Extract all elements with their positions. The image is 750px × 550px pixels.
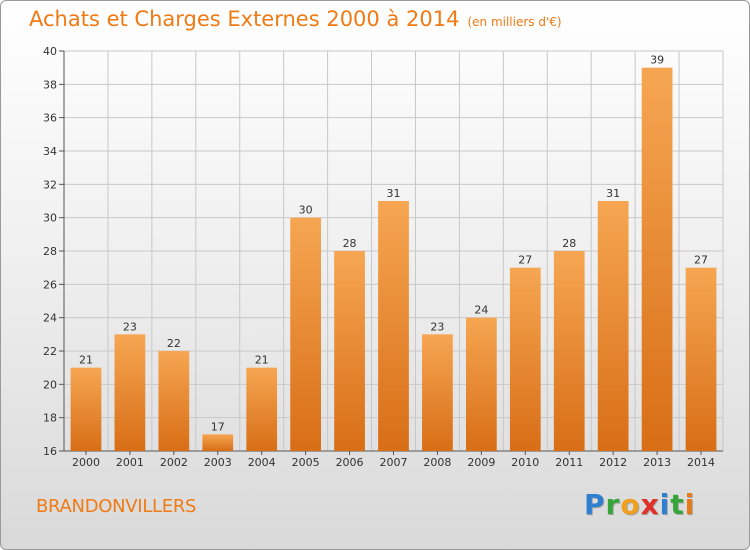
bar-2001 <box>114 334 146 451</box>
value-label: 17 <box>211 420 225 433</box>
value-label: 22 <box>167 337 181 350</box>
x-tick-label: 2003 <box>204 456 232 469</box>
logo-letter: i <box>684 488 696 521</box>
x-tick-label: 2002 <box>160 456 188 469</box>
x-tick-label: 2013 <box>643 456 671 469</box>
logo-letter: o <box>620 488 641 521</box>
x-tick-label: 2005 <box>292 456 320 469</box>
bar-2010 <box>509 267 541 451</box>
bar-2004 <box>246 367 278 451</box>
y-tick-label: 40 <box>43 45 57 58</box>
x-tick-label: 2011 <box>555 456 583 469</box>
y-tick-label: 32 <box>43 178 57 191</box>
place-name: BRANDONVILLERS <box>36 496 197 517</box>
y-tick-label: 22 <box>43 345 57 358</box>
value-label: 21 <box>79 354 93 367</box>
value-label: 21 <box>255 354 269 367</box>
logo-letter: i <box>659 488 671 521</box>
value-label: 31 <box>387 187 401 200</box>
value-label: 28 <box>562 237 576 250</box>
bar-2013 <box>641 67 673 452</box>
y-tick-label: 28 <box>43 245 57 258</box>
x-tick-label: 2001 <box>116 456 144 469</box>
bar-2006 <box>334 251 365 451</box>
x-tick-label: 2008 <box>423 456 451 469</box>
value-label: 27 <box>694 254 708 267</box>
labels: 16 18 20 22 24 26 28 30 32 34 36 38 40 21 2000 23 2001 22… <box>43 45 715 469</box>
x-tick-label: 2000 <box>72 456 100 469</box>
bar-2012 <box>597 201 629 451</box>
bar-2003 <box>202 434 234 451</box>
value-label: 31 <box>606 187 620 200</box>
x-tick-label: 2007 <box>380 456 408 469</box>
bar-2002 <box>158 351 190 451</box>
logo-letter: x <box>640 488 660 521</box>
x-tick-label: 2014 <box>687 456 715 469</box>
bars <box>70 67 717 452</box>
chart-title: Achats et Charges Externes 2000 à 2014 (e… <box>29 7 562 31</box>
bar-2005 <box>290 217 322 451</box>
logo-letter: r <box>605 488 621 521</box>
logo-letter: P <box>584 488 606 521</box>
chart-subtitle: (en milliers d'€) <box>467 15 562 29</box>
bar-2014 <box>685 267 717 451</box>
value-label: 39 <box>650 54 664 67</box>
bar-2009 <box>465 317 497 451</box>
value-label: 23 <box>123 320 137 333</box>
y-tick-label: 24 <box>43 312 57 325</box>
proxiti-logo: Proxiti <box>584 488 695 521</box>
logo-letter: t <box>670 488 685 521</box>
value-label: 28 <box>343 237 357 250</box>
y-tick-label: 20 <box>43 378 57 391</box>
x-tick-label: 2010 <box>511 456 539 469</box>
x-tick-label: 2009 <box>467 456 495 469</box>
bar-2000 <box>70 367 102 451</box>
y-tick-label: 30 <box>43 212 57 225</box>
x-tick-label: 2012 <box>599 456 627 469</box>
y-tick-label: 18 <box>43 412 57 425</box>
value-label: 23 <box>430 320 444 333</box>
x-tick-label: 2006 <box>336 456 364 469</box>
bar-2007 <box>378 201 409 451</box>
y-tick-label: 36 <box>43 112 57 125</box>
bar-2011 <box>553 251 585 451</box>
chart-title-text: Achats et Charges Externes 2000 à 2014 <box>29 7 460 31</box>
y-tick-label: 34 <box>43 145 57 158</box>
bar-2008 <box>422 334 453 451</box>
y-tick-label: 38 <box>43 78 57 91</box>
value-label: 30 <box>299 204 313 217</box>
value-label: 27 <box>518 254 532 267</box>
y-tick-label: 26 <box>43 278 57 291</box>
x-tick-label: 2004 <box>248 456 276 469</box>
value-label: 24 <box>474 304 488 317</box>
y-tick-label: 16 <box>43 445 57 458</box>
